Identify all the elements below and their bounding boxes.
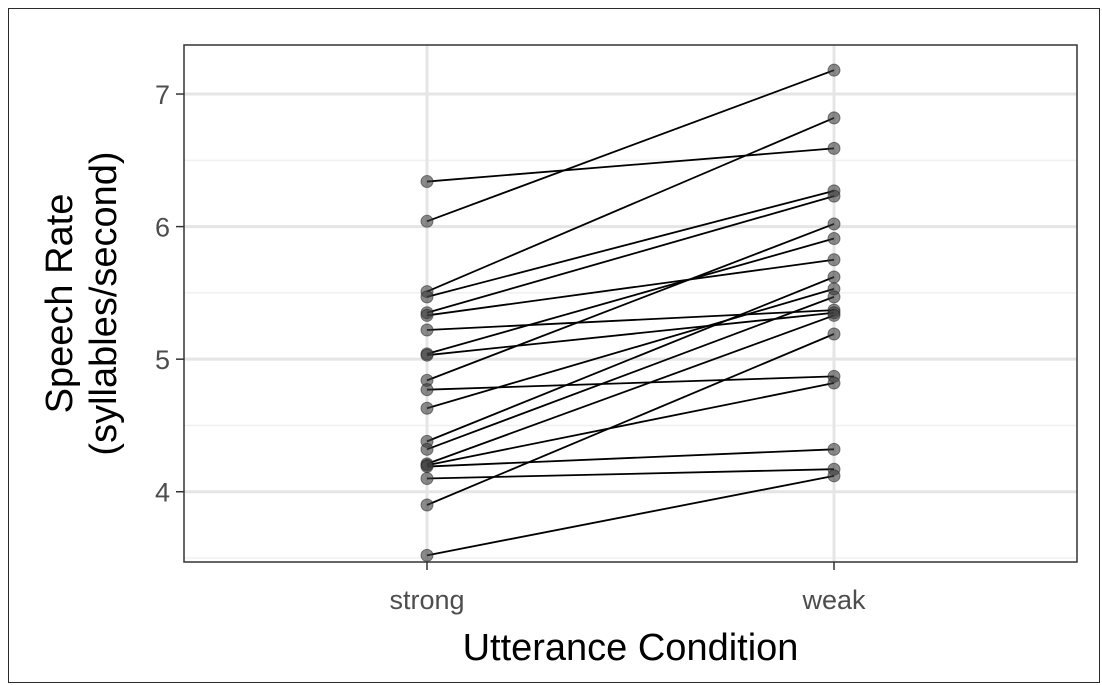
y-axis: 4 5 6 7: [155, 80, 184, 508]
pair-line: [426, 474, 835, 557]
y-axis-title-line2: (syllables/second): [83, 151, 125, 455]
data-point-strong: [420, 175, 434, 189]
data-point-weak: [827, 217, 841, 231]
pair-line: [426, 296, 835, 451]
data-points: [420, 63, 841, 562]
pair-line: [426, 375, 835, 391]
chart-frame: [8, 8, 1100, 683]
y-tick-label: 6: [155, 213, 170, 243]
data-point-strong: [420, 323, 434, 337]
pair-line: [426, 276, 835, 443]
data-point-weak: [827, 232, 841, 246]
data-point-weak: [827, 189, 841, 203]
x-axis-title: Utterance Condition: [463, 627, 799, 669]
data-point-strong: [420, 498, 434, 512]
pair-line: [426, 237, 835, 355]
major-gridlines: [184, 45, 1077, 562]
x-tick-label: strong: [389, 585, 464, 615]
data-point-strong: [420, 460, 434, 474]
data-point-weak: [827, 327, 841, 341]
data-point-weak: [827, 270, 841, 284]
panel-border: [183, 44, 1078, 563]
data-point-weak: [827, 308, 841, 322]
pair-line: [426, 147, 835, 183]
data-point-weak: [827, 469, 841, 483]
data-point-strong: [420, 214, 434, 228]
y-axis-title-line1: Speech Rate: [39, 194, 81, 414]
pair-line: [426, 333, 835, 506]
data-point-weak: [827, 290, 841, 304]
pair-line: [426, 117, 835, 293]
paired-lines: [426, 69, 835, 557]
y-tick-label: 4: [155, 478, 170, 508]
pair-line: [426, 468, 835, 480]
pair-line: [426, 288, 835, 410]
pair-line: [426, 314, 835, 465]
data-point-weak: [827, 111, 841, 125]
pair-line: [426, 258, 835, 317]
pair-line: [426, 195, 835, 314]
pair-line: [426, 311, 835, 357]
y-tick-label: 5: [155, 345, 170, 375]
pair-line: [426, 309, 835, 331]
data-point-strong: [420, 401, 434, 415]
y-tick-label: 7: [155, 80, 170, 110]
data-point-weak: [827, 442, 841, 456]
y-axis-title: Speech Rate (syllables/second): [39, 151, 125, 455]
data-point-strong: [420, 442, 434, 456]
data-point-weak: [827, 376, 841, 390]
pair-line: [426, 223, 835, 382]
data-point-strong: [420, 471, 434, 485]
x-axis: strong weak: [389, 562, 866, 615]
pair-line: [426, 448, 835, 468]
data-point-strong: [420, 308, 434, 322]
data-point-strong: [420, 383, 434, 397]
data-point-weak: [827, 63, 841, 77]
minor-gridlines: [184, 159, 1077, 559]
data-point-strong: [420, 548, 434, 562]
pair-line: [426, 69, 835, 223]
data-point-weak: [827, 253, 841, 267]
x-tick-label: weak: [801, 585, 866, 615]
data-point-weak: [827, 141, 841, 155]
data-point-strong: [420, 290, 434, 304]
pair-line: [426, 382, 835, 467]
data-point-strong: [420, 348, 434, 362]
pair-line: [426, 189, 835, 298]
